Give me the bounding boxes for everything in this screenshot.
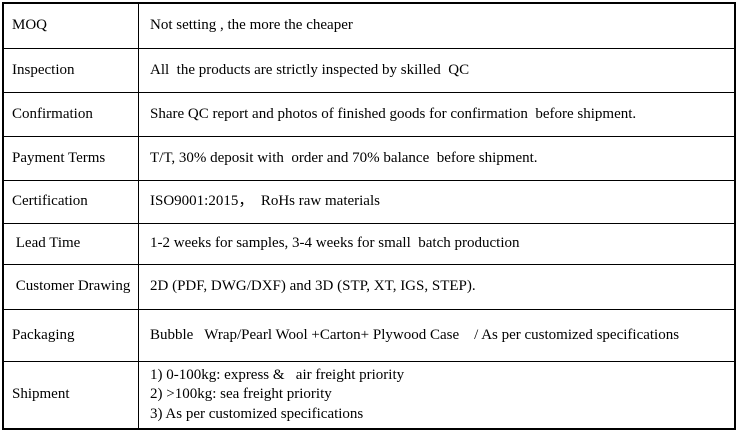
row-value: Bubble Wrap/Pearl Wool +Carton+ Plywood … — [150, 326, 680, 343]
row-label-cell: Packaging — [4, 310, 139, 361]
row-label: Packaging — [12, 326, 75, 343]
row-value-cell: 2D (PDF, DWG/DXF) and 3D (STP, XT, IGS, … — [139, 265, 734, 309]
row-label: Inspection — [12, 61, 75, 78]
row-value: 1) 0-100kg: express & air freight priori… — [150, 367, 405, 422]
row-value: T/T, 30% deposit with order and 70% bala… — [150, 149, 538, 166]
row-value-cell: All the products are strictly inspected … — [139, 49, 734, 92]
table-row: Lead Time 1-2 weeks for samples, 3-4 wee… — [4, 224, 734, 265]
row-label-cell: Customer Drawing — [4, 265, 139, 309]
row-value-cell: Bubble Wrap/Pearl Wool +Carton+ Plywood … — [139, 310, 734, 361]
row-value-cell: ISO9001:2015， RoHs raw materials — [139, 181, 734, 223]
row-value-cell: Share QC report and photos of finished g… — [139, 93, 734, 136]
row-label: MOQ — [12, 17, 48, 34]
table-row: Certification ISO9001:2015， RoHs raw mat… — [4, 181, 734, 224]
row-label: Shipment — [12, 386, 70, 403]
row-label-cell: Shipment — [4, 362, 139, 428]
table-row: Inspection All the products are strictly… — [4, 49, 734, 93]
table-row: MOQ Not setting , the more the cheaper — [4, 4, 734, 49]
table-row: Packaging Bubble Wrap/Pearl Wool +Carton… — [4, 310, 734, 362]
row-value-cell: Not setting , the more the cheaper — [139, 4, 734, 48]
row-label-cell: Inspection — [4, 49, 139, 92]
row-label: Payment Terms — [12, 149, 106, 166]
row-value: 2D (PDF, DWG/DXF) and 3D (STP, XT, IGS, … — [150, 278, 476, 295]
row-value: 1-2 weeks for samples, 3-4 weeks for sma… — [150, 235, 520, 252]
row-label: Customer Drawing — [12, 278, 131, 295]
row-value: Share QC report and photos of finished g… — [150, 105, 637, 122]
row-value-cell: T/T, 30% deposit with order and 70% bala… — [139, 137, 734, 180]
row-value: Not setting , the more the cheaper — [150, 17, 353, 34]
row-label-cell: Lead Time — [4, 224, 139, 264]
row-label-cell: Certification — [4, 181, 139, 223]
row-value-cell: 1-2 weeks for samples, 3-4 weeks for sma… — [139, 224, 734, 264]
row-value-cell: 1) 0-100kg: express & air freight priori… — [139, 362, 734, 428]
table-row: Customer Drawing 2D (PDF, DWG/DXF) and 3… — [4, 265, 734, 310]
row-label-cell: MOQ — [4, 4, 139, 48]
row-label: Certification — [12, 193, 88, 210]
row-value: All the products are strictly inspected … — [150, 61, 470, 78]
row-label: Confirmation — [12, 105, 93, 122]
row-label: Lead Time — [12, 235, 81, 252]
table-row: Payment Terms T/T, 30% deposit with orde… — [4, 137, 734, 181]
table-row: Confirmation Share QC report and photos … — [4, 93, 734, 137]
table-row: Shipment 1) 0-100kg: express & air freig… — [4, 362, 734, 428]
row-value: ISO9001:2015， RoHs raw materials — [150, 193, 380, 210]
row-label-cell: Confirmation — [4, 93, 139, 136]
row-label-cell: Payment Terms — [4, 137, 139, 180]
